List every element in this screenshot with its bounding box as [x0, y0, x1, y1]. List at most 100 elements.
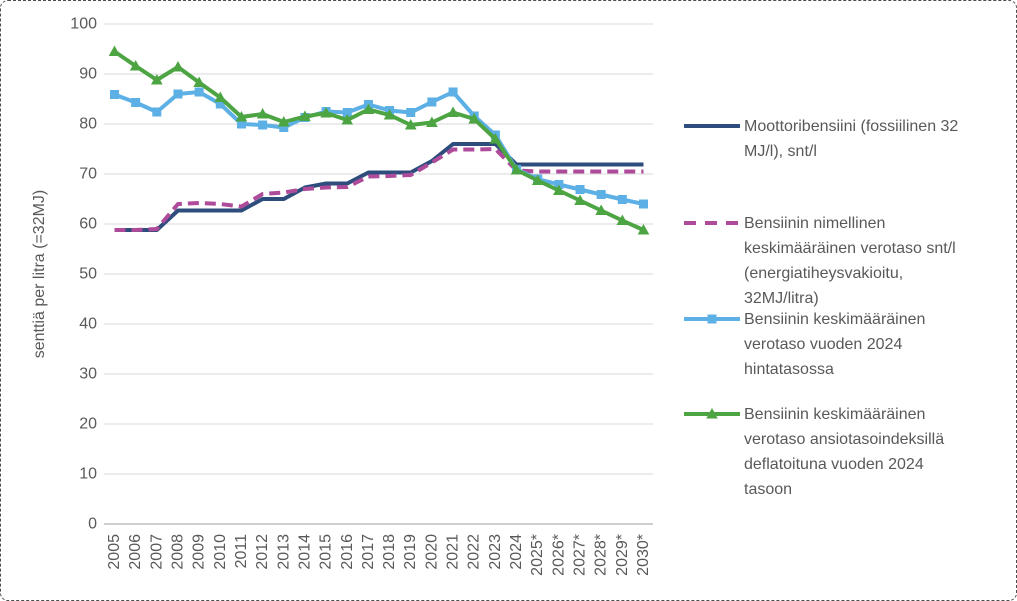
- data-point-square: [639, 199, 648, 209]
- data-point-square: [173, 89, 183, 99]
- x-tick-label: 2020: [423, 534, 440, 570]
- y-tick-label: 100: [70, 16, 97, 33]
- y-tick-label: 0: [88, 516, 97, 533]
- data-point-triangle: [362, 103, 375, 114]
- legend-item-verotaso-ansiotasoindeksi: Bensiinin keskimääräinen verotaso ansiot…: [684, 402, 1006, 502]
- data-point-square: [131, 98, 141, 107]
- data-point-square: [194, 87, 204, 97]
- y-tick-label: 30: [79, 366, 97, 383]
- data-point-triangle: [129, 60, 142, 71]
- x-tick-label: 2023: [487, 534, 504, 570]
- x-tick-label: 2012: [254, 534, 271, 570]
- legend-item-nimellinen-verotaso: Bensiinin nimellinen keskimääräinen vero…: [684, 211, 1006, 311]
- x-tick-label: 2017: [360, 534, 377, 570]
- data-point-triangle: [383, 109, 396, 120]
- data-point-square: [236, 119, 246, 129]
- y-tick-label: 10: [79, 466, 97, 483]
- series-line-1: [114, 147, 644, 232]
- x-tick-label: 2011: [233, 534, 250, 569]
- data-point-triangle: [510, 164, 523, 175]
- data-point-square: [448, 87, 458, 97]
- data-point-square: [152, 107, 162, 117]
- data-point-square: [707, 314, 717, 324]
- x-tick-label: 2016: [339, 534, 356, 570]
- legend-swatch-green-line-triangle-marker: [684, 408, 740, 419]
- x-tick-label: 2005: [106, 534, 123, 570]
- data-point-square: [110, 90, 119, 99]
- x-tick-label: 2019: [402, 534, 419, 570]
- data-point-triangle: [574, 194, 586, 205]
- data-point-triangle: [426, 116, 438, 127]
- x-tick-label: 2010: [212, 534, 229, 570]
- data-point-triangle: [172, 61, 184, 72]
- x-tick-label: 2008: [169, 534, 186, 570]
- y-tick-label: 60: [79, 216, 97, 233]
- legend-label: Bensiinin keskimääräinen verotaso ansiot…: [744, 406, 945, 498]
- y-axis-title: senttiä per litra (=32MJ): [31, 189, 48, 359]
- data-point-triangle: [299, 110, 311, 121]
- data-point-square: [258, 120, 268, 130]
- data-point-triangle: [553, 184, 565, 195]
- y-tick-label: 20: [79, 416, 97, 433]
- x-tick-label: 2018: [381, 534, 398, 570]
- x-tick-label: 2021: [445, 534, 462, 570]
- x-tick-label: 2030*: [635, 534, 652, 576]
- x-tick-label: 2025*: [529, 534, 546, 576]
- x-tick-label: 2015: [318, 534, 335, 570]
- data-point-triangle: [151, 74, 163, 85]
- y-tick-label: 50: [79, 266, 97, 283]
- x-tick-label: 2013: [275, 534, 292, 570]
- data-point-square: [279, 123, 289, 132]
- data-point-square: [427, 97, 437, 107]
- x-tick-label: 2022: [466, 534, 483, 570]
- data-point-triangle: [404, 119, 417, 130]
- data-point-triangle: [489, 133, 502, 144]
- y-tick-label: 70: [79, 166, 97, 183]
- data-point-triangle: [108, 45, 121, 56]
- data-point-square: [406, 108, 416, 117]
- data-point-square: [575, 185, 585, 194]
- x-tick-label: 2027*: [572, 534, 589, 576]
- x-tick-label: 2029*: [614, 534, 631, 576]
- data-point-triangle: [531, 174, 544, 185]
- data-point-triangle: [256, 108, 269, 119]
- data-point-square: [596, 190, 606, 199]
- data-point-triangle: [447, 106, 459, 117]
- y-tick-label: 90: [79, 66, 97, 83]
- legend-item-verotaso-hintatasossa: Bensiinin keskimääräinen verotaso vuoden…: [684, 307, 1006, 382]
- data-point-square: [215, 99, 225, 109]
- data-point-triangle: [616, 214, 629, 225]
- data-point-triangle: [637, 224, 650, 235]
- data-point-triangle: [235, 111, 248, 122]
- legend-label: Moottoribensiini (fossiilinen 32 MJ/l), …: [744, 118, 959, 160]
- legend-label: Bensiinin nimellinen keskimääräinen vero…: [744, 215, 956, 307]
- series-line-0: [114, 142, 644, 232]
- data-point-triangle: [468, 113, 481, 124]
- data-point-triangle: [193, 76, 205, 87]
- x-tick-label: 2009: [191, 534, 208, 570]
- legend-swatch-dashed-purple-line: [684, 221, 740, 225]
- legend-item-moottoribensiini: Moottoribensiini (fossiilinen 32 MJ/l), …: [684, 114, 1006, 164]
- data-point-square: [617, 195, 627, 204]
- legend-swatch-blue-line-square-marker: [684, 314, 740, 324]
- x-tick-label: 2014: [296, 534, 313, 570]
- y-tick-label: 80: [79, 116, 97, 133]
- y-tick-label: 40: [79, 316, 97, 333]
- series-line-2: [113, 90, 644, 206]
- data-point-square: [342, 108, 352, 117]
- x-tick-label: 2007: [148, 534, 165, 570]
- data-point-triangle: [595, 204, 607, 215]
- x-tick-label: 2026*: [550, 534, 567, 576]
- legend-swatch-solid-navy-line: [684, 124, 740, 128]
- data-point-triangle: [320, 107, 332, 118]
- data-point-triangle: [706, 408, 718, 419]
- data-point-triangle: [341, 114, 354, 125]
- legend-label: Bensiinin keskimääräinen verotaso vuoden…: [744, 311, 926, 378]
- data-point-triangle: [277, 116, 290, 127]
- x-tick-label: 2006: [127, 534, 144, 570]
- x-tick-label: 2028*: [593, 534, 610, 576]
- data-point-triangle: [214, 91, 227, 102]
- x-tick-label: 2024: [508, 534, 525, 570]
